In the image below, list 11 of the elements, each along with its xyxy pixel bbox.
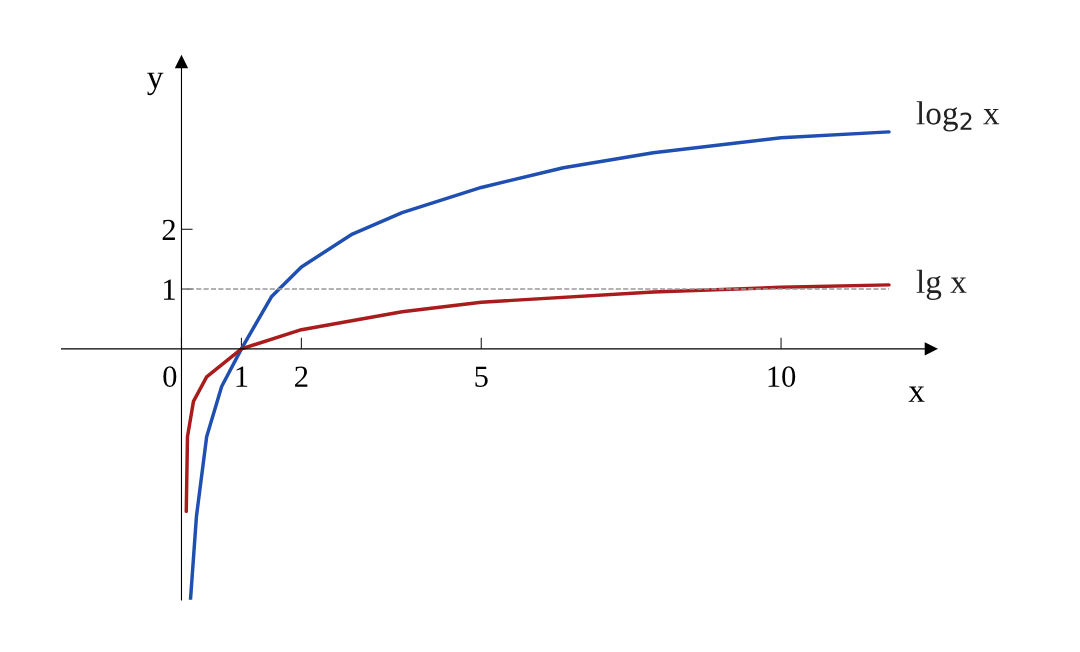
- y-axis-title: y: [147, 72, 164, 96]
- x-tick-label: 1: [236, 366, 248, 387]
- x-tick-label: 5: [475, 366, 488, 387]
- line-series: [184, 283, 891, 514]
- x-tick-label: 2: [295, 366, 308, 387]
- x-tick-label: 0: [163, 366, 177, 387]
- line-series: [188, 130, 891, 600]
- x-tick-label: 10: [768, 366, 796, 387]
- series-label: lg x: [916, 269, 967, 301]
- series-label: log$_{2}$ x: [916, 101, 1000, 132]
- x-axis-title: x: [908, 386, 925, 402]
